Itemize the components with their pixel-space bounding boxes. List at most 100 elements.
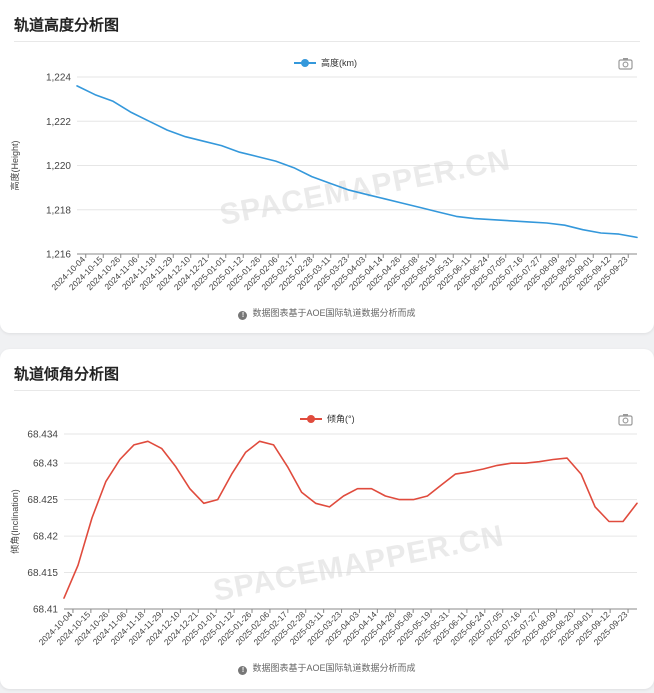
data-point bbox=[160, 447, 164, 451]
data-point bbox=[274, 159, 278, 163]
y-axis-label: 倾角(Inclination) bbox=[9, 489, 20, 554]
inclination-chart-title: 轨道倾角分析图 bbox=[14, 366, 120, 383]
y-tick-label: 68.434 bbox=[27, 430, 58, 441]
camera-icon[interactable] bbox=[618, 414, 633, 426]
data-point bbox=[76, 563, 80, 567]
height-chart-title: 轨道高度分析图 bbox=[14, 17, 120, 34]
data-point bbox=[565, 456, 569, 460]
legend-label: 倾角(°) bbox=[327, 413, 355, 424]
data-point bbox=[545, 221, 549, 225]
data-point bbox=[300, 490, 304, 494]
data-point bbox=[411, 498, 415, 502]
data-point bbox=[220, 144, 224, 148]
data-point bbox=[581, 228, 585, 232]
y-tick-label: 68.41 bbox=[33, 605, 58, 616]
inclination-chart-footnote: ! 数据图表基于AOE国际轨道数据分析而成 bbox=[0, 661, 654, 675]
data-point bbox=[256, 155, 260, 159]
data-point bbox=[599, 231, 603, 235]
legend-marker bbox=[307, 415, 315, 423]
data-point bbox=[383, 494, 387, 498]
legend[interactable]: 倾角(°) bbox=[300, 413, 355, 424]
legend-label: 高度(km) bbox=[321, 57, 357, 68]
camera-lens bbox=[622, 417, 629, 424]
data-point bbox=[286, 465, 290, 469]
data-point bbox=[527, 220, 531, 224]
watermark: SPACEMAPPER.CN bbox=[211, 519, 507, 608]
data-point bbox=[310, 175, 314, 179]
data-point bbox=[328, 181, 332, 185]
data-point bbox=[356, 487, 360, 491]
data-point bbox=[491, 218, 495, 222]
data-point bbox=[382, 197, 386, 201]
data-point bbox=[118, 458, 122, 462]
series-line bbox=[63, 440, 638, 599]
data-point bbox=[607, 520, 611, 524]
y-tick-label: 68.415 bbox=[27, 568, 58, 579]
data-point bbox=[238, 150, 242, 154]
data-point bbox=[523, 461, 527, 465]
data-point bbox=[579, 472, 583, 476]
data-point bbox=[621, 520, 625, 524]
data-point bbox=[551, 458, 555, 462]
watermark: SPACEMAPPER.CN bbox=[217, 143, 513, 232]
footnote-text: 数据图表基于AOE国际轨道数据分析而成 bbox=[252, 308, 416, 318]
data-point bbox=[292, 166, 296, 170]
data-point bbox=[202, 501, 206, 505]
data-point bbox=[230, 472, 234, 476]
data-point bbox=[258, 439, 262, 443]
data-point bbox=[314, 501, 318, 505]
data-point bbox=[563, 223, 567, 227]
y-axis-label: 高度(Height) bbox=[9, 140, 20, 190]
data-point bbox=[202, 139, 206, 143]
y-tick-label: 1,218 bbox=[46, 205, 71, 216]
data-point bbox=[75, 84, 79, 88]
camera-body bbox=[618, 415, 633, 426]
data-point bbox=[481, 467, 485, 471]
height-chart: 高度(km) 1,216 1,218 1,220 1,222 1,224 高度(Height… bbox=[9, 57, 638, 292]
data-point bbox=[147, 119, 151, 123]
info-icon: ! bbox=[238, 311, 248, 320]
data-point bbox=[216, 498, 220, 502]
data-point bbox=[472, 217, 476, 221]
height-chart-footnote: ! 数据图表基于AOE国际轨道数据分析而成 bbox=[0, 306, 654, 320]
title-divider bbox=[14, 41, 640, 42]
data-point bbox=[436, 210, 440, 214]
data-point bbox=[174, 465, 178, 469]
data-point bbox=[537, 460, 541, 464]
data-point bbox=[346, 188, 350, 192]
title-divider bbox=[14, 390, 640, 391]
y-tick-label: 68.42 bbox=[33, 532, 58, 543]
camera-icon[interactable] bbox=[618, 58, 633, 70]
data-point bbox=[342, 494, 346, 498]
inclination-chart-card: 轨道倾角分析图 倾角(°) 68.41 68.415 68.42 68.425 68.43… bbox=[0, 349, 654, 689]
data-point bbox=[62, 596, 66, 600]
data-point bbox=[244, 450, 248, 454]
data-point bbox=[509, 461, 513, 465]
camera-body bbox=[618, 59, 633, 70]
data-point bbox=[425, 494, 429, 498]
data-point bbox=[509, 219, 513, 223]
data-point bbox=[400, 201, 404, 205]
data-point bbox=[165, 128, 169, 132]
data-point bbox=[146, 439, 150, 443]
info-icon: ! bbox=[238, 666, 248, 675]
data-point bbox=[593, 505, 597, 509]
data-point bbox=[418, 206, 422, 210]
data-point bbox=[93, 93, 97, 97]
legend[interactable]: 高度(km) bbox=[294, 57, 357, 68]
data-point bbox=[328, 505, 332, 509]
data-point bbox=[370, 487, 374, 491]
footnote-text: 数据图表基于AOE国际轨道数据分析而成 bbox=[252, 663, 416, 673]
data-point bbox=[439, 483, 443, 487]
data-point bbox=[188, 487, 192, 491]
data-point bbox=[453, 472, 457, 476]
data-point bbox=[272, 443, 276, 447]
data-point bbox=[467, 470, 471, 474]
height-chart-card: 轨道高度分析图 高度(km) 1,216 1,218 1,220 1,222 1,224 高… bbox=[0, 0, 654, 333]
data-point bbox=[397, 498, 401, 502]
y-tick-label: 1,222 bbox=[46, 117, 71, 128]
camera-top bbox=[623, 58, 628, 61]
y-tick-label: 1,216 bbox=[46, 250, 71, 261]
data-point bbox=[104, 479, 108, 483]
data-point bbox=[495, 463, 499, 467]
